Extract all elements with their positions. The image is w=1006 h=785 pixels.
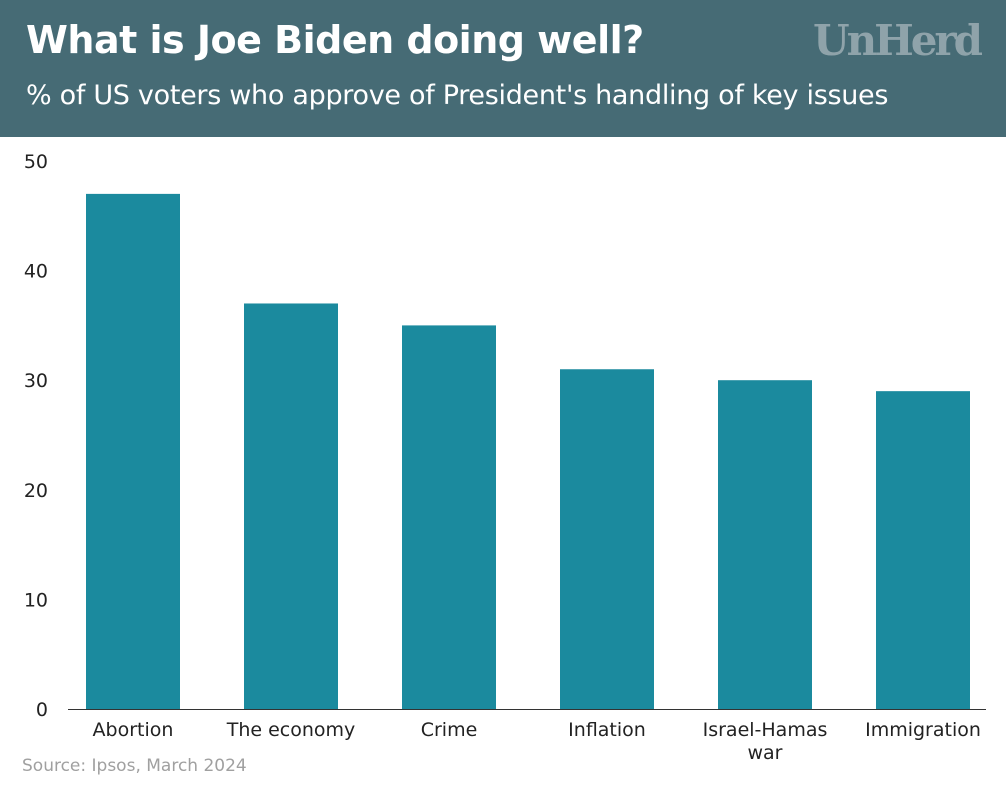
y-tick-label: 50: [24, 151, 48, 173]
chart-subtitle: % of US voters who approve of President'…: [26, 80, 889, 111]
y-tick-label: 40: [24, 261, 48, 283]
y-tick-label: 10: [24, 589, 48, 611]
bar: [876, 391, 970, 709]
bar: [560, 369, 654, 709]
x-category-label: Crime: [421, 719, 478, 741]
bar: [718, 380, 812, 709]
x-category-label: Inflation: [568, 719, 646, 741]
x-category-label: The economy: [226, 719, 356, 741]
x-category-label: Immigration: [865, 719, 981, 741]
x-category-label: war: [748, 742, 783, 764]
y-tick-label: 30: [24, 370, 48, 392]
x-category-label: Israel-Hamas: [703, 719, 828, 741]
y-tick-label: 0: [36, 699, 48, 721]
unherd-logo: UnHerd: [812, 16, 983, 65]
chart-title: What is Joe Biden doing well?: [26, 18, 644, 62]
header: What is Joe Biden doing well? % of US vo…: [0, 0, 1006, 137]
bar: [86, 193, 180, 709]
source-note: Source: Ipsos, March 2024: [22, 756, 247, 776]
bar: [244, 303, 338, 709]
y-tick-label: 20: [24, 480, 48, 502]
x-category-label: Abortion: [93, 719, 174, 741]
bar: [402, 325, 496, 709]
